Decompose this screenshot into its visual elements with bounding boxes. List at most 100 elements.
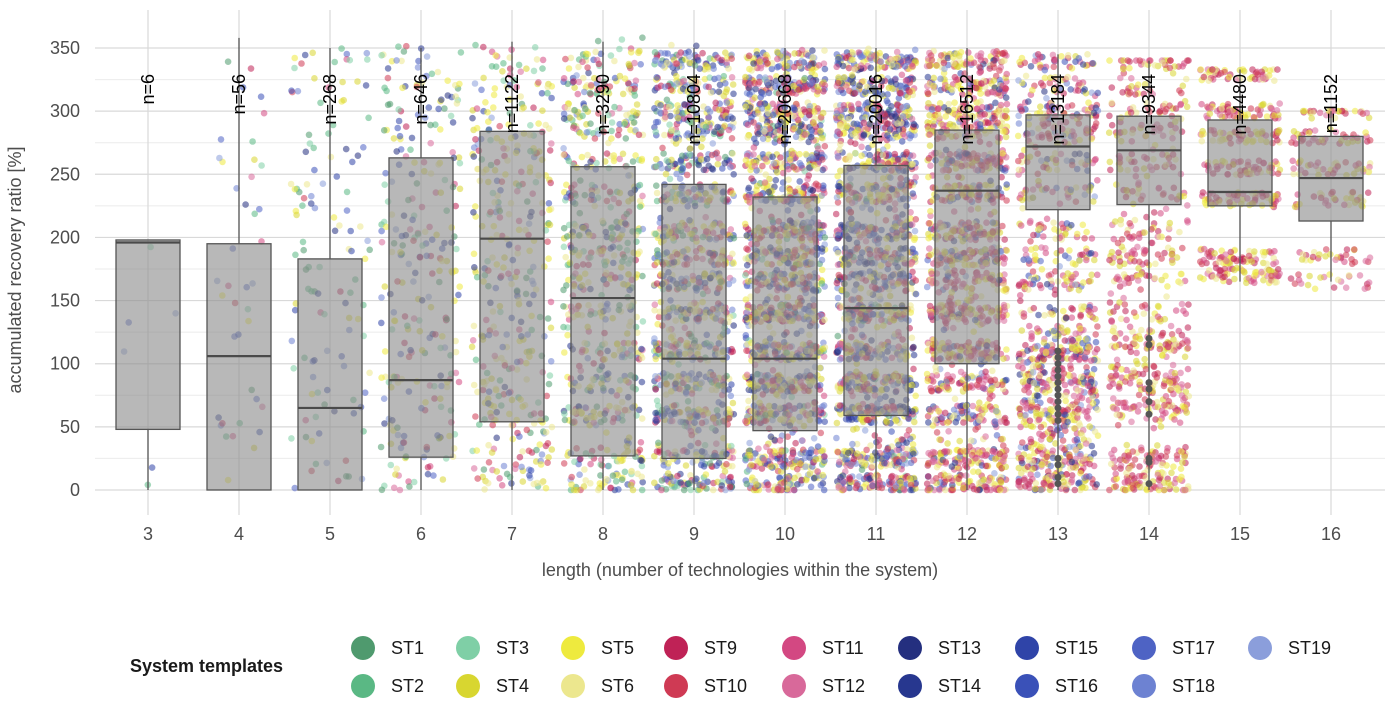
jitter-point — [453, 349, 460, 356]
jitter-point — [796, 151, 803, 158]
jitter-point — [631, 60, 638, 67]
jitter-point — [703, 471, 710, 478]
jitter-point — [821, 317, 828, 324]
jitter-point — [815, 145, 822, 152]
jitter-point — [481, 466, 488, 473]
jitter-point — [729, 463, 736, 470]
jitter-point — [765, 481, 772, 488]
jitter-point — [723, 59, 730, 66]
jitter-point — [798, 122, 805, 129]
jitter-point — [364, 238, 371, 245]
jitter-point — [604, 150, 611, 157]
jitter-point — [852, 150, 859, 157]
jitter-point — [802, 449, 809, 456]
jitter-point — [362, 255, 369, 262]
jitter-point — [730, 400, 737, 407]
jitter-point — [899, 72, 906, 79]
jitter-point — [347, 57, 354, 64]
jitter-point — [344, 189, 351, 196]
jitter-point — [654, 448, 661, 455]
jitter-point — [677, 159, 684, 166]
jitter-point — [523, 65, 530, 72]
jitter-point — [774, 169, 781, 176]
jitter-point — [755, 445, 762, 452]
jitter-point — [393, 57, 400, 64]
jitter-point — [424, 53, 431, 60]
jitter-point — [812, 456, 819, 463]
jitter-point — [659, 145, 666, 152]
jitter-point — [730, 322, 737, 329]
jitter-point — [261, 110, 268, 117]
jitter-point — [472, 80, 479, 87]
jitter-point — [654, 398, 661, 405]
jitter-point — [701, 167, 708, 174]
jitter-point — [818, 430, 825, 437]
jitter-point — [653, 182, 660, 189]
jitter-point — [615, 132, 622, 139]
jitter-point — [745, 302, 752, 309]
jitter-point — [542, 122, 549, 129]
jitter-point — [723, 461, 730, 468]
jitter-point — [385, 102, 392, 109]
jitter-point — [799, 437, 806, 444]
jitter-point — [547, 180, 554, 187]
jitter-point — [759, 90, 766, 97]
jitter-point — [570, 124, 577, 131]
jitter-point — [216, 155, 223, 162]
jitter-point — [579, 59, 586, 66]
jitter-point — [803, 151, 810, 158]
jitter-point — [608, 52, 615, 59]
jitter-point — [544, 90, 551, 97]
jitter-point — [665, 460, 672, 467]
jitter-point — [692, 62, 699, 69]
jitter-point — [753, 481, 760, 488]
jitter-point — [731, 235, 738, 242]
jitter-point — [548, 325, 555, 332]
jitter-point — [568, 481, 575, 488]
jitter-point — [638, 157, 645, 164]
jitter-point — [817, 382, 824, 389]
jitter-point — [778, 160, 785, 167]
jitter-point — [673, 171, 680, 178]
jitter-point — [249, 138, 256, 145]
jitter-point — [401, 48, 408, 55]
jitter-point — [470, 337, 477, 344]
jitter-point — [298, 60, 305, 67]
jitter-point — [819, 403, 826, 410]
jitter-point — [570, 78, 577, 85]
jitter-point — [652, 49, 659, 56]
jitter-point — [728, 393, 735, 400]
jitter-point — [817, 365, 824, 372]
jitter-point — [821, 222, 828, 229]
jitter-point — [796, 178, 803, 185]
jitter-point — [745, 398, 752, 405]
jitter-point — [819, 245, 826, 252]
jitter-point — [654, 321, 661, 328]
jitter-point — [664, 60, 671, 67]
jitter-point — [814, 84, 821, 91]
jitter-point — [675, 115, 682, 122]
jitter-point — [912, 47, 919, 54]
jitter-point — [822, 66, 829, 73]
jitter-point — [834, 420, 841, 427]
jitter-point — [658, 165, 665, 172]
jitter-point — [783, 151, 790, 158]
jitter-point — [636, 248, 643, 255]
jitter-point — [819, 267, 826, 274]
jitter-point — [610, 472, 617, 479]
jitter-point — [291, 65, 298, 72]
jitter-point — [309, 50, 316, 57]
jitter-point — [686, 480, 693, 487]
jitter-point — [344, 207, 351, 214]
jitter-point — [655, 251, 662, 258]
jitter-point — [730, 277, 737, 284]
jitter-point — [334, 173, 341, 180]
jitter-point — [584, 152, 591, 159]
jitter-point — [912, 228, 919, 235]
jitter-point — [392, 471, 399, 478]
jitter-point — [304, 181, 311, 188]
jitter-point — [686, 151, 693, 158]
jitter-point — [311, 75, 318, 82]
jitter-point — [486, 459, 493, 466]
